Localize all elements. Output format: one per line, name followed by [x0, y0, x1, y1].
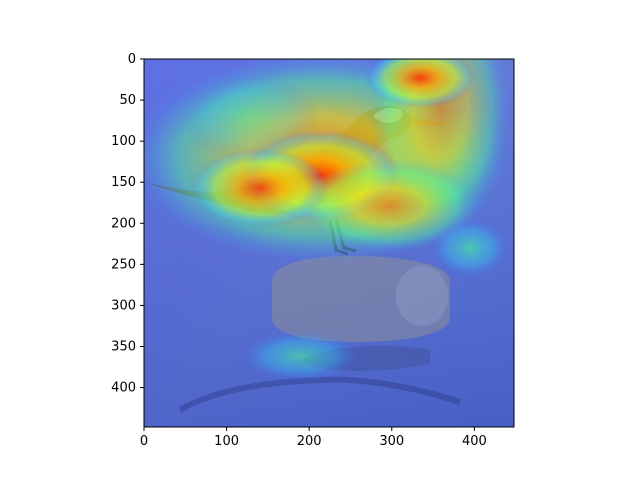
x-tick-label: 100 [214, 434, 239, 449]
y-tick-label: 250 [111, 257, 136, 272]
y-tick-label: 350 [111, 340, 136, 355]
x-axis: 0 100 200 300 400 [140, 427, 487, 449]
x-tick-label: 300 [379, 434, 404, 449]
y-axis: 0 50 100 150 200 250 300 350 400 [111, 52, 144, 396]
y-tick-label: 400 [111, 381, 136, 396]
x-tick-label: 400 [462, 434, 487, 449]
heatmap-image [144, 59, 514, 427]
x-tick-label: 200 [297, 434, 322, 449]
y-tick-label: 50 [119, 93, 136, 108]
heat-overlay [144, 59, 510, 382]
y-tick-label: 0 [128, 52, 136, 67]
y-tick-label: 200 [111, 216, 136, 231]
y-tick-label: 150 [111, 175, 136, 190]
y-tick-label: 300 [111, 298, 136, 313]
y-tick-label: 100 [111, 134, 136, 149]
axes-frame [143, 58, 515, 428]
x-tick-label: 0 [140, 434, 148, 449]
barrel-silhouette [178, 256, 461, 413]
